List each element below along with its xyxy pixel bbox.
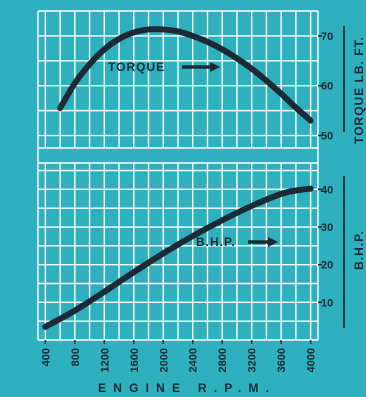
- y-tick-label: 60: [321, 81, 333, 93]
- x-tick-label: 2400: [188, 348, 200, 372]
- chart-curves: [42, 26, 314, 330]
- x-tick-label: 3200: [247, 348, 259, 372]
- x-tick-label: 400: [40, 348, 52, 366]
- y-tick-label: 70: [321, 31, 333, 43]
- series-line-bhp: [42, 185, 314, 330]
- y-tick-label: 20: [321, 260, 333, 272]
- bhp-arrow-head: [268, 237, 278, 247]
- x-tick-label: 1200: [99, 348, 111, 372]
- x-tick-label: 1600: [129, 348, 141, 372]
- series-line-torque: [57, 26, 314, 124]
- bhp-axis-title: B.H.P.: [352, 230, 366, 270]
- series-label-torque: TORQUE: [108, 60, 165, 74]
- y-tick-label: 30: [321, 222, 333, 234]
- torque-axis-title: TORQUE LB. FT.: [352, 36, 366, 144]
- series-label-bhp: B.H.P.: [196, 235, 236, 249]
- y-tick-label: 50: [321, 131, 333, 143]
- x-tick-label: 3600: [276, 348, 288, 372]
- x-axis-title: ENGINE R.P.M.: [98, 381, 270, 395]
- torque-arrow-head: [210, 62, 220, 72]
- series-arrows: [182, 62, 278, 247]
- y-tick-label: 40: [321, 184, 333, 196]
- chart-axes: 50 60 70 10 20 30 40 400 800 1200 1600 2000 2400 2800…: [40, 26, 345, 372]
- x-tick-label: 2000: [158, 348, 170, 372]
- x-tick-label: 4000: [306, 348, 318, 372]
- x-tick-label: 2800: [217, 348, 229, 372]
- x-tick-label: 800: [70, 348, 82, 366]
- y-tick-label: 10: [321, 297, 333, 309]
- chart-grid: [37, 10, 319, 341]
